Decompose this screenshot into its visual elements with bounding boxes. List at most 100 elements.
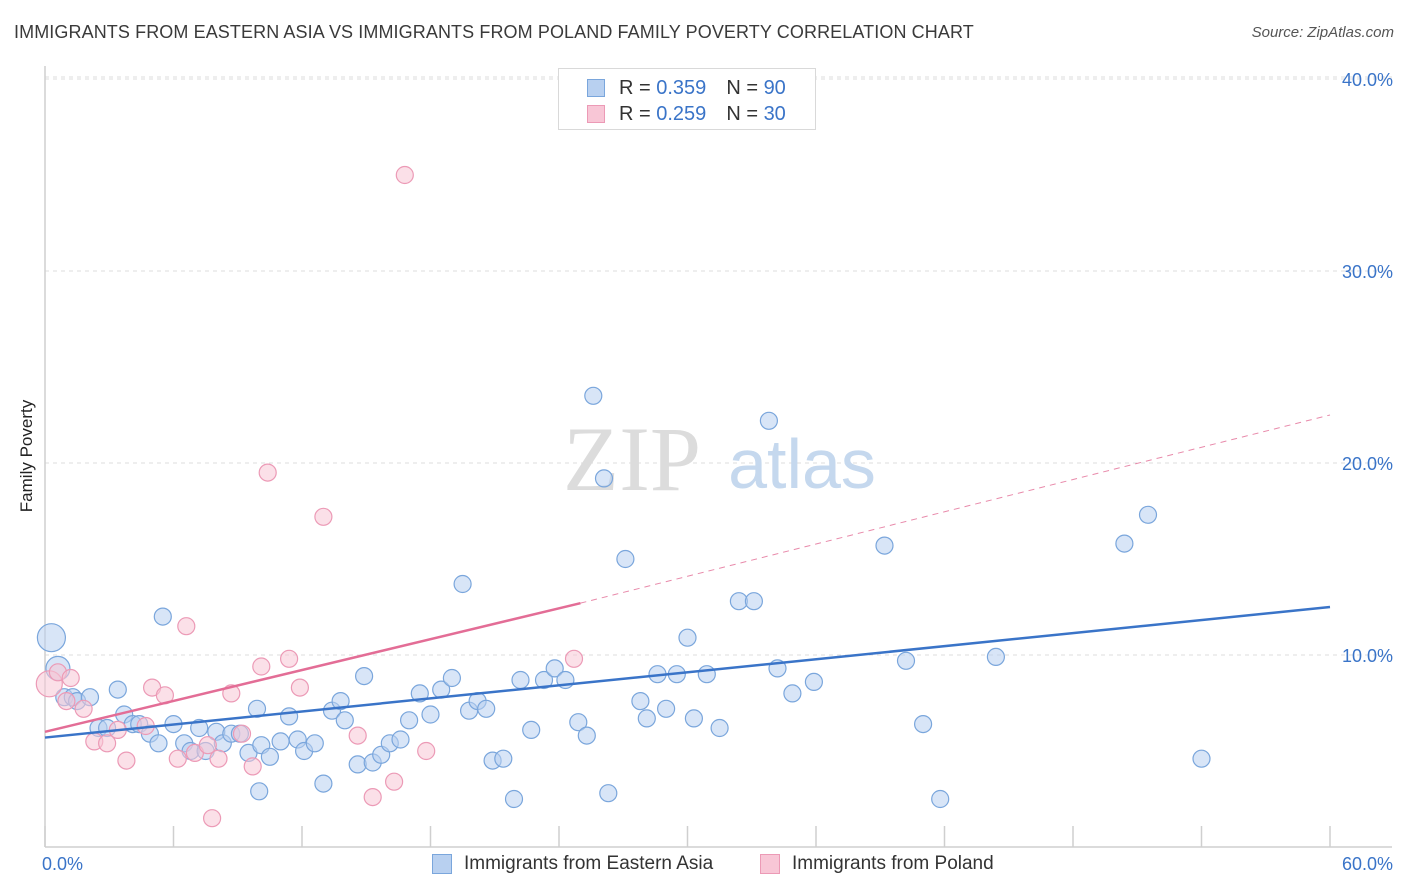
legend-r-label: R =: [619, 76, 651, 99]
bottom-legend-swatch-blue: [432, 854, 452, 874]
data-point: [108, 680, 127, 699]
data-point: [697, 665, 716, 684]
source-value: ZipAtlas.com: [1307, 24, 1394, 41]
data-point: [168, 749, 187, 768]
data-point: [149, 734, 168, 753]
data-point: [314, 774, 333, 793]
data-point: [875, 536, 894, 555]
y-axis-label: Family Poverty: [17, 399, 36, 513]
data-point: [410, 684, 429, 703]
data-point: [400, 711, 419, 730]
data-point: [545, 659, 564, 678]
data-point: [783, 684, 802, 703]
data-point: [290, 678, 309, 697]
bottom-legend-label-eastern-asia: Immigrants from Eastern Asia: [464, 853, 714, 874]
data-point: [710, 718, 729, 738]
data-point: [594, 469, 614, 488]
data-point: [331, 691, 350, 711]
data-point: [280, 707, 299, 726]
data-point: [252, 657, 271, 676]
data-point: [577, 726, 596, 745]
data-point: [522, 720, 541, 740]
trend-lines: [44, 414, 1331, 739]
data-point: [74, 699, 93, 718]
axes: [44, 66, 1392, 848]
data-point: [198, 736, 217, 755]
data-point: [584, 386, 603, 405]
y-tick-label: 30.0%: [1342, 262, 1393, 282]
data-point: [385, 772, 404, 791]
tick-labels: 10.0% 20.0% 30.0% 40.0% 0.0% 60.0%: [42, 70, 1393, 874]
data-point: [348, 755, 367, 774]
watermark-zip: ZIP: [563, 408, 701, 510]
bottom-legend-swatch-pink: [760, 854, 780, 874]
data-point: [631, 691, 650, 711]
data-point: [280, 649, 299, 668]
watermark: ZIP atlas: [563, 408, 876, 510]
data-point: [931, 789, 950, 809]
data-point: [913, 714, 933, 734]
data-point: [511, 670, 530, 690]
data-point: [395, 165, 414, 185]
legend-swatch-pink: [587, 105, 605, 123]
data-point: [250, 782, 269, 801]
series-eastern-asia-points: [36, 386, 1211, 809]
y-tick-label: 10.0%: [1342, 646, 1393, 666]
legend-n-value: 90: [763, 76, 786, 99]
data-point: [477, 699, 496, 718]
data-point: [190, 718, 209, 738]
data-point: [1115, 534, 1134, 553]
data-point: [117, 751, 136, 770]
legend-r-label: R =: [619, 102, 651, 125]
data-point: [232, 724, 252, 743]
data-point: [260, 747, 279, 766]
data-point: [534, 670, 554, 690]
series-poland-points: [35, 165, 584, 828]
data-point: [1138, 505, 1158, 524]
data-point: [1192, 749, 1211, 768]
data-point: [203, 809, 222, 828]
legend-row-eastern-asia: R = 0.359 N = 90: [587, 75, 786, 101]
data-point: [335, 711, 354, 730]
data-point: [804, 672, 824, 692]
legend-r-value: 0.259: [656, 102, 707, 125]
bottom-legend-poland: Immigrants from Poland: [760, 852, 994, 876]
data-point: [417, 741, 436, 761]
bottom-legend-label-poland: Immigrants from Poland: [792, 853, 994, 874]
data-point: [684, 709, 704, 728]
bottom-legend-eastern-asia: Immigrants from Eastern Asia: [432, 852, 713, 876]
trend-line-poland: [44, 601, 581, 734]
data-point: [243, 757, 262, 776]
data-point: [271, 732, 290, 751]
legend-swatch-blue: [587, 79, 605, 97]
data-point: [97, 734, 117, 753]
data-point: [247, 699, 267, 718]
grid-lines: [45, 76, 1392, 656]
data-point: [355, 666, 374, 686]
legend-n-value: 30: [763, 102, 786, 125]
data-point: [57, 691, 76, 711]
data-point: [348, 726, 367, 745]
correlation-legend: R = 0.359 N = 90 R = 0.259 N = 30: [558, 68, 816, 130]
watermark-atlas: atlas: [728, 425, 876, 503]
x-tick-label-max: 60.0%: [1342, 854, 1393, 874]
data-point: [896, 651, 916, 670]
data-point: [616, 549, 635, 569]
data-point: [177, 617, 196, 636]
data-point: [986, 647, 1006, 667]
y-tick-label: 20.0%: [1342, 454, 1393, 474]
data-point: [637, 709, 656, 728]
data-point: [504, 789, 524, 809]
source-credit: Source: ZipAtlas.com: [1252, 24, 1394, 41]
data-point: [564, 649, 584, 668]
data-point: [678, 628, 697, 647]
data-point: [314, 507, 333, 526]
data-point: [656, 699, 676, 718]
data-point: [759, 411, 779, 430]
source-label: Source:: [1251, 24, 1304, 41]
x-tick-label-min: 0.0%: [42, 854, 83, 874]
legend-n-label: N =: [726, 76, 758, 99]
trend-line-poland-extended: [580, 414, 1331, 604]
data-point: [391, 730, 410, 749]
